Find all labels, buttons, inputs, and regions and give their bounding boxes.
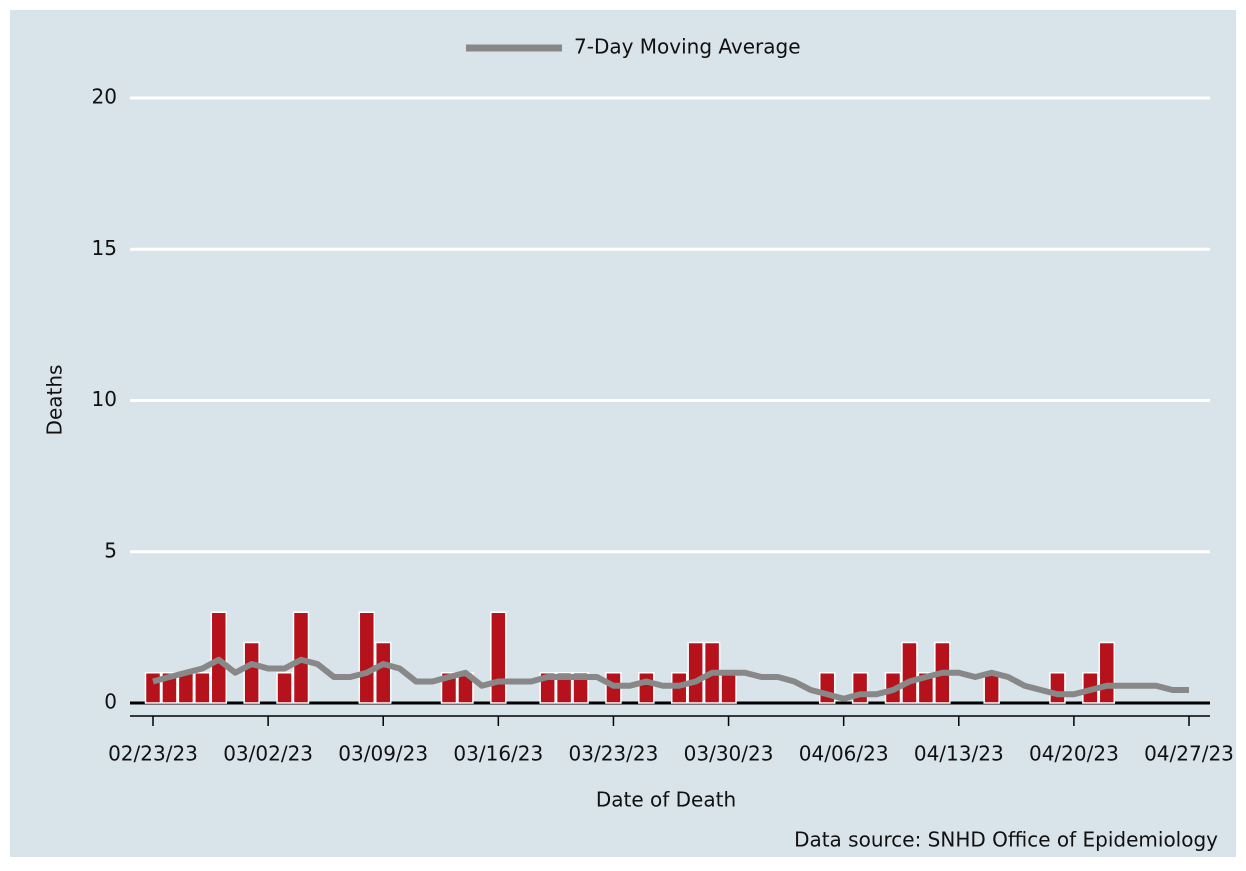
legend-label: 7-Day Moving Average xyxy=(574,35,801,59)
x-tick-label: 03/23/23 xyxy=(569,742,659,766)
bar xyxy=(901,641,918,704)
x-tick-label: 03/09/23 xyxy=(338,742,428,766)
x-axis-title: Date of Death xyxy=(596,788,736,812)
y-tick-label: 5 xyxy=(104,538,117,562)
bar xyxy=(555,672,573,704)
x-tick-label: 03/30/23 xyxy=(684,742,774,766)
bar xyxy=(194,672,211,704)
bar xyxy=(276,672,293,704)
x-tick-label: 04/27/23 xyxy=(1144,742,1234,766)
x-tick-label: 03/02/23 xyxy=(223,742,313,766)
bar xyxy=(1098,641,1116,704)
source-note: Data source: SNHD Office of Epidemiology xyxy=(794,828,1218,852)
y-tick-label: 0 xyxy=(104,690,117,714)
bar xyxy=(638,672,655,704)
y-tick-label: 10 xyxy=(92,387,117,411)
bar xyxy=(1049,672,1066,704)
y-tick-label: 15 xyxy=(92,236,117,260)
bar xyxy=(720,672,737,704)
bar xyxy=(177,672,195,704)
moving-average-line xyxy=(152,656,1189,702)
y-axis-title: Deaths xyxy=(43,365,67,436)
x-tick-label: 04/20/23 xyxy=(1029,742,1119,766)
bar xyxy=(572,672,589,704)
y-tick-label: 20 xyxy=(92,85,117,109)
x-tick-label: 03/16/23 xyxy=(453,742,543,766)
bar xyxy=(243,641,260,704)
x-tick-label: 02/23/23 xyxy=(108,742,198,766)
bar xyxy=(490,611,507,704)
bar xyxy=(358,611,376,704)
background xyxy=(10,10,1236,857)
bar xyxy=(983,672,1000,704)
x-tick-label: 04/13/23 xyxy=(914,742,1004,766)
x-tick-label: 04/06/23 xyxy=(799,742,889,766)
bar xyxy=(374,641,392,704)
bar xyxy=(687,641,704,704)
